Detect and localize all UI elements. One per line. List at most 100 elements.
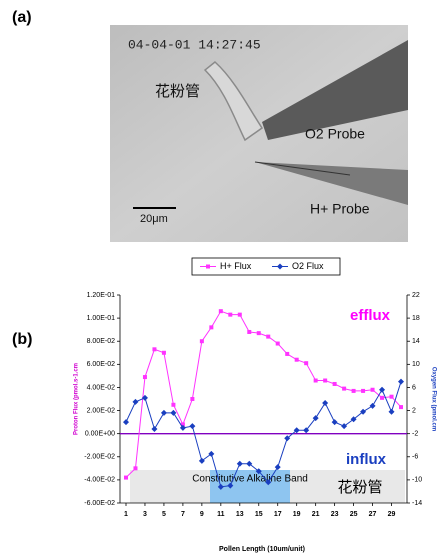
data-point (141, 394, 148, 401)
x-tick-label: 13 (236, 511, 244, 518)
data-point (331, 419, 338, 426)
data-point (380, 395, 385, 400)
y2-tick-label: -6 (412, 454, 418, 461)
y-tick-label: 8.00E-02 (87, 338, 116, 345)
data-point (304, 361, 309, 366)
data-point (236, 460, 243, 467)
data-point (227, 482, 234, 489)
x-tick-label: 19 (293, 511, 301, 518)
y2-tick-label: 14 (412, 338, 420, 345)
y2-tick-label: 6 (412, 384, 416, 391)
x-tick-label: 25 (350, 511, 358, 518)
y2-axis-title: Oxygen Flux (pmol.cm (430, 367, 436, 431)
x-tick-label: 23 (331, 511, 339, 518)
data-point (170, 409, 177, 416)
data-point (217, 483, 224, 490)
annotation: 花粉管 (337, 479, 382, 496)
x-tick-label: 3 (143, 511, 147, 518)
annotation: efflux (350, 307, 391, 324)
data-point (190, 397, 195, 401)
data-point (237, 312, 242, 317)
data-point (399, 405, 403, 410)
data-point (313, 378, 318, 383)
data-point (171, 402, 176, 407)
data-point (246, 460, 253, 467)
y2-tick-label: 18 (412, 315, 420, 322)
data-point (285, 351, 290, 356)
data-point (247, 329, 252, 334)
y-axis-title: Proton Flux (pmol.s-1.cm (74, 363, 80, 435)
data-point (379, 386, 386, 393)
probe-label: O2 Probe (305, 126, 365, 142)
x-tick-label: 15 (255, 511, 263, 518)
photo: 04-04-01 14:27:45 花粉管 O2 Probe H+ Probe … (110, 25, 408, 242)
data-point (389, 394, 394, 399)
y2-tick-label: -14 (412, 500, 422, 507)
panel-label: (a) (12, 9, 32, 26)
y-tick-label: -6.00E-02 (84, 500, 115, 507)
data-point (350, 416, 357, 423)
legend-label: H+ Flux (220, 261, 252, 271)
data-point (179, 424, 186, 431)
x-axis-title: Pollen Length (10um/unit) (219, 546, 305, 553)
y2-tick-label: 10 (412, 361, 420, 368)
data-point (361, 388, 366, 393)
legend-label: O2 Flux (292, 261, 324, 271)
y2-tick-label: -2 (412, 431, 418, 438)
y-tick-label: 0.00E+00 (85, 431, 115, 438)
data-point (160, 409, 167, 416)
data-point (132, 398, 139, 405)
data-point (284, 435, 291, 442)
annotation: Constitutive Alkaline Band (192, 474, 308, 485)
x-tick-label: 1 (124, 511, 128, 518)
y-tick-label: 1.00E-01 (87, 315, 116, 322)
data-point (351, 388, 356, 393)
y2-tick-label: 22 (412, 292, 420, 299)
x-tick-label: 29 (388, 511, 396, 518)
data-point (274, 464, 281, 471)
y-tick-label: 1.20E-01 (87, 292, 116, 299)
tube-label: 花粉管 (155, 83, 200, 100)
timestamp: 04-04-01 14:27:45 (128, 37, 261, 52)
x-tick-label: 21 (312, 511, 320, 518)
x-tick-label: 17 (274, 511, 282, 518)
x-tick-label: 9 (200, 511, 204, 518)
y-tick-label: -2.00E-02 (84, 454, 115, 461)
data-point (180, 422, 185, 427)
data-point (208, 450, 215, 457)
y-tick-label: 4.00E-02 (87, 384, 116, 391)
y-tick-label: 6.00E-02 (87, 361, 116, 368)
data-point (209, 325, 214, 330)
data-point (322, 400, 329, 407)
data-point (294, 357, 299, 362)
data-point (255, 468, 262, 475)
x-tick-label: 11 (217, 511, 225, 518)
data-point (133, 466, 138, 471)
data-point (303, 427, 310, 434)
y-tick-label: -4.00E-02 (84, 477, 115, 484)
data-point (265, 479, 272, 486)
data-point (360, 408, 367, 415)
y2-tick-label: 2 (412, 407, 416, 414)
data-point (332, 381, 337, 386)
legend-box (191, 257, 341, 276)
data-point (198, 457, 205, 464)
data-point (151, 426, 158, 433)
annotation: influx (346, 451, 387, 468)
data-point (293, 427, 300, 434)
x-tick-label: 7 (181, 511, 185, 518)
data-point (266, 334, 271, 339)
data-point (256, 331, 261, 336)
data-point (370, 387, 375, 392)
data-point (275, 341, 280, 346)
data-point (341, 423, 348, 430)
data-point (323, 378, 328, 383)
panel-label: (b) (12, 331, 32, 348)
legend-marker (206, 264, 210, 269)
probe-label: H+ Probe (310, 201, 370, 217)
x-tick-label: 5 (162, 511, 166, 518)
data-point (312, 415, 319, 422)
data-point (398, 378, 404, 385)
legend-marker (277, 263, 283, 270)
